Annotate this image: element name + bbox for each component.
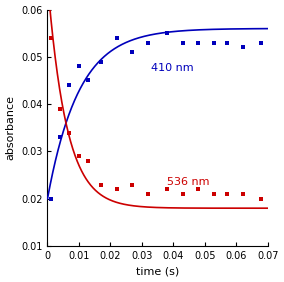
- Point: [114, 36, 119, 40]
- Point: [99, 59, 103, 64]
- Point: [48, 36, 53, 40]
- Point: [225, 192, 229, 196]
- Point: [77, 154, 81, 158]
- Point: [114, 187, 119, 191]
- Point: [240, 45, 245, 50]
- Point: [99, 182, 103, 187]
- Point: [67, 83, 72, 87]
- Point: [180, 40, 185, 45]
- Point: [196, 187, 201, 191]
- Y-axis label: absorbance: absorbance: [6, 95, 16, 160]
- Point: [58, 107, 62, 111]
- Point: [58, 135, 62, 140]
- Point: [240, 192, 245, 196]
- X-axis label: time (s): time (s): [136, 266, 179, 276]
- Point: [130, 182, 135, 187]
- Point: [196, 40, 201, 45]
- Point: [146, 40, 151, 45]
- Point: [48, 197, 53, 201]
- Point: [212, 192, 216, 196]
- Point: [165, 187, 169, 191]
- Point: [130, 50, 135, 54]
- Text: 536 nm: 536 nm: [167, 177, 210, 187]
- Text: 410 nm: 410 nm: [151, 63, 194, 73]
- Point: [259, 40, 264, 45]
- Point: [67, 130, 72, 135]
- Point: [77, 64, 81, 69]
- Point: [259, 197, 264, 201]
- Point: [212, 40, 216, 45]
- Point: [180, 192, 185, 196]
- Point: [86, 78, 91, 83]
- Point: [225, 40, 229, 45]
- Point: [146, 192, 151, 196]
- Point: [165, 31, 169, 36]
- Point: [86, 159, 91, 163]
